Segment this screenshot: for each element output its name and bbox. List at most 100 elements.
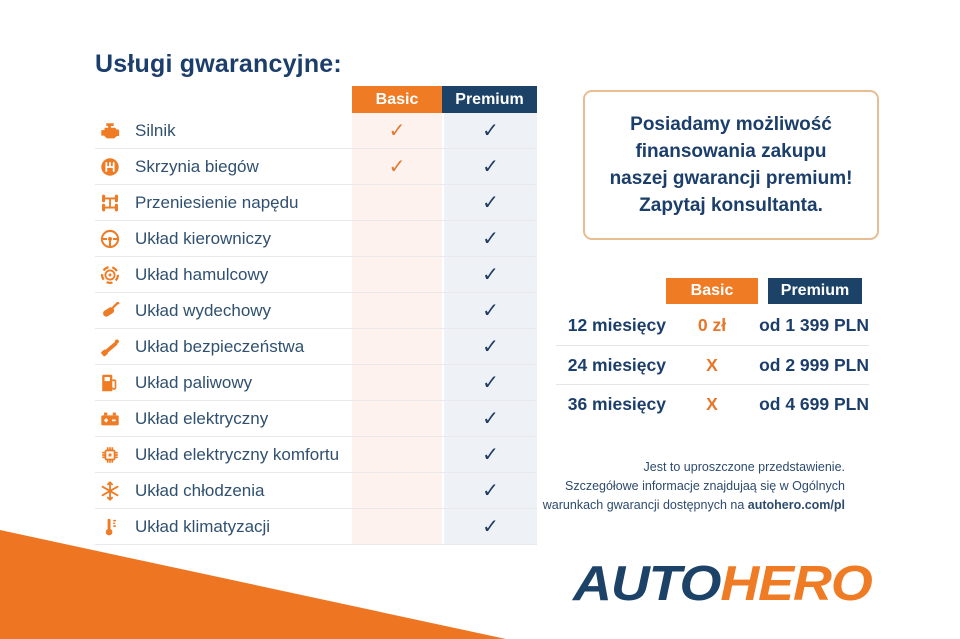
service-name: Układ paliwowy [135,372,253,392]
premium-price: od 4 699 PLN [759,393,869,414]
info-line: Zapytaj konsultanta. [639,195,823,216]
premium-check-cell: ✓ [442,149,537,184]
premium-check-cell: ✓ [442,221,537,256]
battery-icon [99,408,121,430]
pricing-rows: 12 miesięcy 0 zł od 1 399 PLN 24 miesięc… [556,306,869,423]
table-row: Układ bezpieczeństwa ✓ [95,329,537,365]
premium-check-cell: ✓ [442,113,537,148]
table-row: Układ wydechowy ✓ [95,293,537,329]
premium-check-cell: ✓ [442,185,537,220]
service-name: Układ wydechowy [135,300,272,320]
table-row: Układ klimatyzacji ✓ [95,509,537,545]
term-label: 36 miesięcy [567,393,666,414]
info-line: naszej gwarancji premium! [609,168,853,189]
pricing-row: 24 miesięcy X od 2 999 PLN [556,345,869,384]
fuel-pump-icon [99,372,121,394]
basic-price: X [706,354,718,375]
table-row: Skrzynia biegów ✓ ✓ [95,149,537,185]
service-name: Układ chłodzenia [135,480,265,500]
term-label: 24 miesięcy [567,354,666,375]
drivetrain-icon [99,192,121,214]
financing-info-box: Posiadamy możliwość finansowania zakupu … [583,90,879,240]
info-line: finansowania zakupu [635,141,827,162]
premium-check-cell: ✓ [442,437,537,472]
premium-check-cell: ✓ [442,257,537,292]
autohero-url: autohero.com/pl [747,498,845,512]
basic-check-cell [352,437,442,472]
service-label: Układ kierowniczy [95,221,352,256]
service-label: Układ hamulcowy [95,257,352,292]
basic-check-cell [352,221,442,256]
basic-check-cell [352,365,442,400]
footnote-line: Jest to uproszczone przedstawienie. [643,460,846,474]
engine-icon [99,120,121,142]
pricing-basic-header: Basic [666,278,758,304]
table-row: Układ chłodzenia ✓ [95,473,537,509]
basic-price: X [706,393,718,414]
premium-column-header: Premium [442,86,537,113]
header-spacer [95,86,352,113]
basic-check-cell: ✓ [352,113,442,148]
premium-check-cell: ✓ [442,509,537,544]
basic-check-cell [352,401,442,436]
logo-hero-text: HERO [720,557,872,611]
exhaust-icon [99,300,121,322]
service-name: Przeniesienie napędu [135,192,299,212]
table-row: Układ elektryczny ✓ [95,401,537,437]
services-table-header: Basic Premium [95,86,537,113]
table-row: Układ hamulcowy ✓ [95,257,537,293]
premium-price: od 2 999 PLN [759,354,869,375]
table-row: Silnik ✓ ✓ [95,113,537,149]
premium-check-cell: ✓ [442,329,537,364]
orange-corner-wedge [0,530,506,639]
thermometer-icon [99,516,121,538]
term-label: 12 miesięcy [567,315,666,335]
service-name: Układ bezpieczeństwa [135,336,305,356]
page-title: Usługi gwarancyjne: [95,50,342,78]
basic-column-header: Basic [352,86,442,113]
basic-check-cell [352,257,442,292]
basic-check-cell [352,185,442,220]
steering-wheel-icon [99,228,121,250]
premium-check-cell: ✓ [442,365,537,400]
snowflake-icon [99,480,121,502]
service-label: Układ elektryczny [95,401,352,436]
basic-check-cell [352,329,442,364]
service-label: Układ bezpieczeństwa [95,329,352,364]
table-row: Układ kierowniczy ✓ [95,221,537,257]
footnote-line: warunkach gwarancji dostępnych na autohe… [485,496,845,515]
table-row: Układ elektryczny komfortu ✓ [95,437,537,473]
pricing-premium-header: Premium [768,278,862,304]
premium-price: od 1 399 PLN [759,315,869,335]
seatbelt-icon [99,336,121,358]
basic-check-cell: ✓ [352,149,442,184]
basic-check-cell [352,293,442,328]
service-label: Przeniesienie napędu [95,185,352,220]
pricing-header-spacer [556,278,666,304]
service-name: Układ elektryczny komfortu [135,444,340,464]
pricing-row: 12 miesięcy 0 zł od 1 399 PLN [556,306,869,345]
autohero-logo: AUTOHERO [573,556,873,612]
chip-icon [99,444,121,466]
premium-check-cell: ✓ [442,293,537,328]
basic-check-cell [352,473,442,508]
brake-disc-icon [99,264,121,286]
logo-auto-text: AUTO [573,557,721,611]
service-name: Układ kierowniczy [135,228,272,248]
service-name: Układ hamulcowy [135,264,269,284]
gearbox-icon [99,156,121,178]
pricing-table-header: Basic Premium [556,278,869,304]
service-label: Układ chłodzenia [95,473,352,508]
premium-check-cell: ✓ [442,473,537,508]
table-row: Przeniesienie napędu ✓ [95,185,537,221]
basic-check-cell [352,509,442,544]
basic-price: 0 zł [697,315,727,335]
legal-footnote: Jest to uproszczone przedstawienie. Szcz… [485,458,845,515]
services-table: Basic Premium Silnik ✓ ✓ Skrzynia biegów… [95,86,537,545]
table-row: Układ paliwowy ✓ [95,365,537,401]
footnote-line: Szczegółowe informacje znajdujaą się w O… [564,479,845,493]
service-name: Układ klimatyzacji [135,516,271,536]
footnote-line-prefix: warunkach gwarancji dostępnych na [542,498,748,512]
service-label: Układ paliwowy [95,365,352,400]
service-label: Silnik [95,113,352,148]
